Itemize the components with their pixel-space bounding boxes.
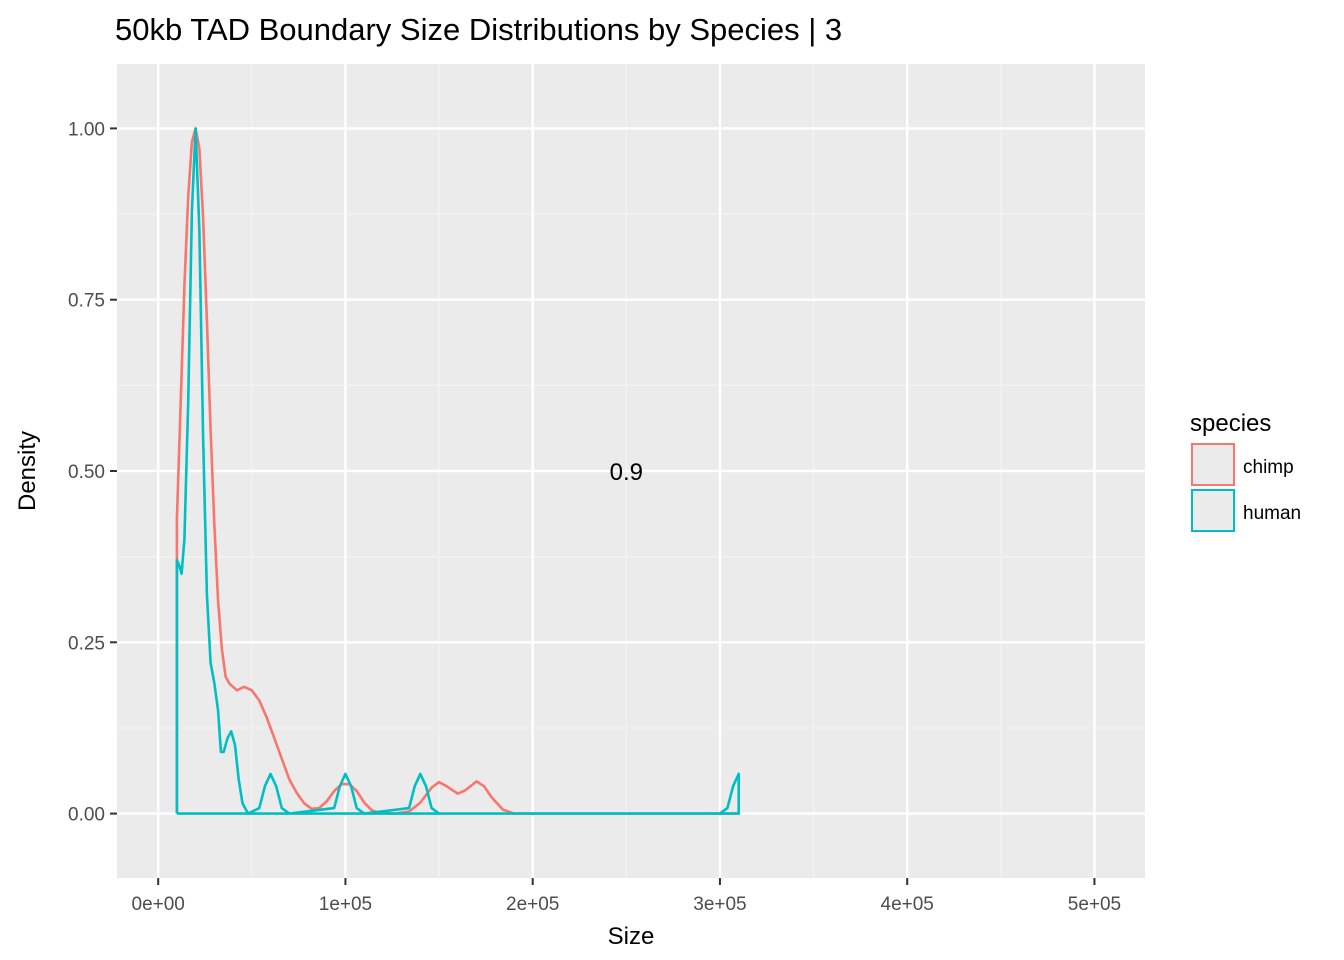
legend: species chimp human bbox=[1190, 410, 1301, 532]
x-tick-label: 1e+05 bbox=[319, 894, 372, 915]
series-line-human bbox=[175, 127, 740, 815]
y-tick-label: 1.00 bbox=[68, 119, 105, 140]
y-tick-label: 0.25 bbox=[68, 633, 105, 654]
series-lines bbox=[175, 127, 740, 815]
y-tick-label: 0.50 bbox=[68, 462, 105, 483]
legend-key-human bbox=[1191, 489, 1235, 532]
y-tick-label: 0.00 bbox=[68, 805, 105, 826]
x-tick-label: 3e+05 bbox=[693, 894, 746, 915]
annotation-label: 0.9 bbox=[610, 459, 643, 486]
x-axis: 0e+00 1e+05 2e+05 3e+05 4e+05 5e+05 bbox=[132, 878, 1121, 915]
x-tick-label: 4e+05 bbox=[881, 894, 934, 915]
legend-key-chimp bbox=[1191, 443, 1235, 486]
y-tick-label: 0.75 bbox=[68, 291, 105, 312]
y-axis-label: Density bbox=[14, 431, 41, 511]
legend-label-chimp: chimp bbox=[1243, 457, 1294, 478]
series-line-chimp bbox=[175, 127, 739, 815]
x-tick-label: 2e+05 bbox=[506, 894, 559, 915]
x-tick-label: 5e+05 bbox=[1068, 894, 1121, 915]
legend-label-human: human bbox=[1243, 503, 1301, 524]
chart-title: 50kb TAD Boundary Size Distributions by … bbox=[115, 12, 842, 47]
x-axis-label: Size bbox=[608, 923, 655, 950]
legend-title: species bbox=[1190, 410, 1271, 437]
y-axis: 0.00 0.25 0.50 0.75 1.00 bbox=[68, 119, 117, 826]
x-tick-label: 0e+00 bbox=[132, 894, 185, 915]
